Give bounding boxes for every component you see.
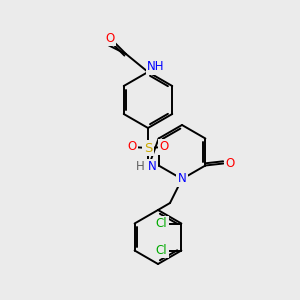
Text: H: H xyxy=(136,160,144,173)
Text: Cl: Cl xyxy=(156,217,167,230)
Text: O: O xyxy=(226,157,235,170)
Text: N: N xyxy=(178,172,186,185)
Text: S: S xyxy=(144,142,152,154)
Text: Cl: Cl xyxy=(156,244,167,257)
Text: N: N xyxy=(148,160,156,173)
Text: O: O xyxy=(159,140,169,154)
Text: NH: NH xyxy=(147,61,165,74)
Text: O: O xyxy=(128,140,136,154)
Text: O: O xyxy=(105,32,115,44)
